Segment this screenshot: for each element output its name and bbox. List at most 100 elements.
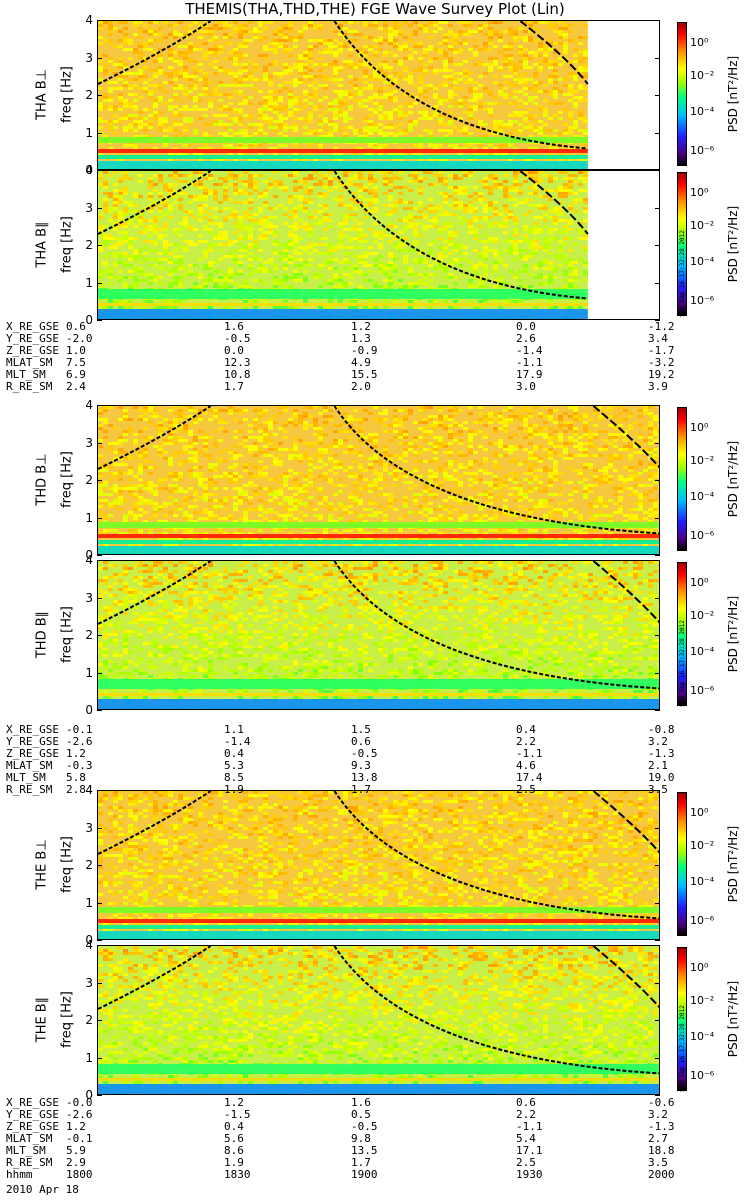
psd-cell [198, 108, 203, 111]
psd-cell [243, 192, 248, 195]
psd-cell [418, 135, 423, 138]
psd-cell [438, 424, 443, 427]
psd-cell [493, 45, 498, 48]
psd-cell [533, 27, 538, 30]
psd-cell [438, 228, 443, 231]
psd-cell [558, 231, 563, 234]
psd-cell [353, 183, 358, 186]
psd-cell [123, 231, 128, 234]
psd-cell [373, 192, 378, 195]
psd-cell [423, 129, 428, 132]
psd-cell [413, 21, 418, 24]
psd-cell [233, 418, 238, 421]
psd-cell [183, 180, 188, 183]
psd-cell [398, 231, 403, 234]
psd-cell [123, 171, 128, 174]
psd-cell [438, 180, 443, 183]
psd-cell [428, 84, 433, 87]
psd-cell [413, 177, 418, 180]
psd-cell [418, 201, 423, 204]
psd-cell [493, 285, 498, 288]
psd-cell [363, 252, 368, 255]
psd-cell [288, 285, 293, 288]
psd-cell [108, 129, 113, 132]
psd-cell [453, 412, 458, 415]
psd-cell [483, 177, 488, 180]
psd-cell [513, 174, 518, 177]
psd-cell [343, 117, 348, 120]
psd-cell [168, 306, 173, 309]
psd-cell [103, 436, 108, 439]
psd-cell [303, 63, 308, 66]
psd-cell [308, 201, 313, 204]
psd-cell [268, 183, 273, 186]
psd-cell [403, 102, 408, 105]
psd-cell [278, 120, 283, 123]
psd-cell [298, 252, 303, 255]
psd-cell [423, 27, 428, 30]
psd-cell [173, 129, 178, 132]
psd-cell [523, 180, 528, 183]
psd-cell [428, 255, 433, 258]
psd-cell [498, 258, 503, 261]
psd-cell [398, 24, 403, 27]
psd-cell [553, 129, 558, 132]
psd-cell [248, 300, 253, 303]
psd-cell [333, 63, 338, 66]
psd-cell [443, 240, 448, 243]
psd-cell [578, 66, 583, 69]
psd-cell [528, 159, 533, 162]
psd-cell [418, 66, 423, 69]
psd-cell [313, 222, 318, 225]
psd-cell [218, 183, 223, 186]
psd-cell [253, 246, 258, 249]
psd-cell [233, 201, 238, 204]
psd-cell [563, 225, 568, 228]
psd-cell [418, 117, 423, 120]
psd-cell [338, 102, 343, 105]
psd-cell [373, 54, 378, 57]
y-tick-mark [97, 57, 102, 59]
psd-cell [188, 75, 193, 78]
psd-cell [588, 433, 593, 436]
psd-cell [268, 424, 273, 427]
psd-cell [528, 21, 533, 24]
psd-cell [248, 213, 253, 216]
psd-cell [473, 87, 478, 90]
psd-cell [288, 246, 293, 249]
psd-cell [348, 273, 353, 276]
psd-cell [553, 276, 558, 279]
psd-cell [503, 424, 508, 427]
psd-cell [513, 246, 518, 249]
psd-cell [328, 415, 333, 418]
psd-cell [243, 30, 248, 33]
psd-cell [168, 273, 173, 276]
psd-cell [103, 204, 108, 207]
psd-cell [348, 81, 353, 84]
psd-cell [378, 171, 383, 174]
psd-cell [648, 433, 653, 436]
psd-cell [413, 228, 418, 231]
low-frequency-band [98, 155, 588, 159]
psd-cell [188, 213, 193, 216]
psd-cell [308, 129, 313, 132]
psd-cell [118, 45, 123, 48]
colorbar-label: PSD [nT²/Hz] [726, 205, 741, 283]
psd-cell [543, 436, 548, 439]
psd-cell [468, 204, 473, 207]
psd-cell [513, 234, 518, 237]
psd-cell [418, 153, 423, 156]
psd-cell [443, 159, 448, 162]
psd-cell [178, 99, 183, 102]
psd-cell [628, 427, 633, 430]
psd-cell [398, 129, 403, 132]
psd-cell [288, 418, 293, 421]
psd-cell [138, 213, 143, 216]
psd-cell [373, 222, 378, 225]
psd-cell [533, 264, 538, 267]
psd-cell [568, 93, 573, 96]
psd-cell [473, 63, 478, 66]
psd-cell [153, 228, 158, 231]
psd-cell [413, 42, 418, 45]
psd-cell [368, 210, 373, 213]
